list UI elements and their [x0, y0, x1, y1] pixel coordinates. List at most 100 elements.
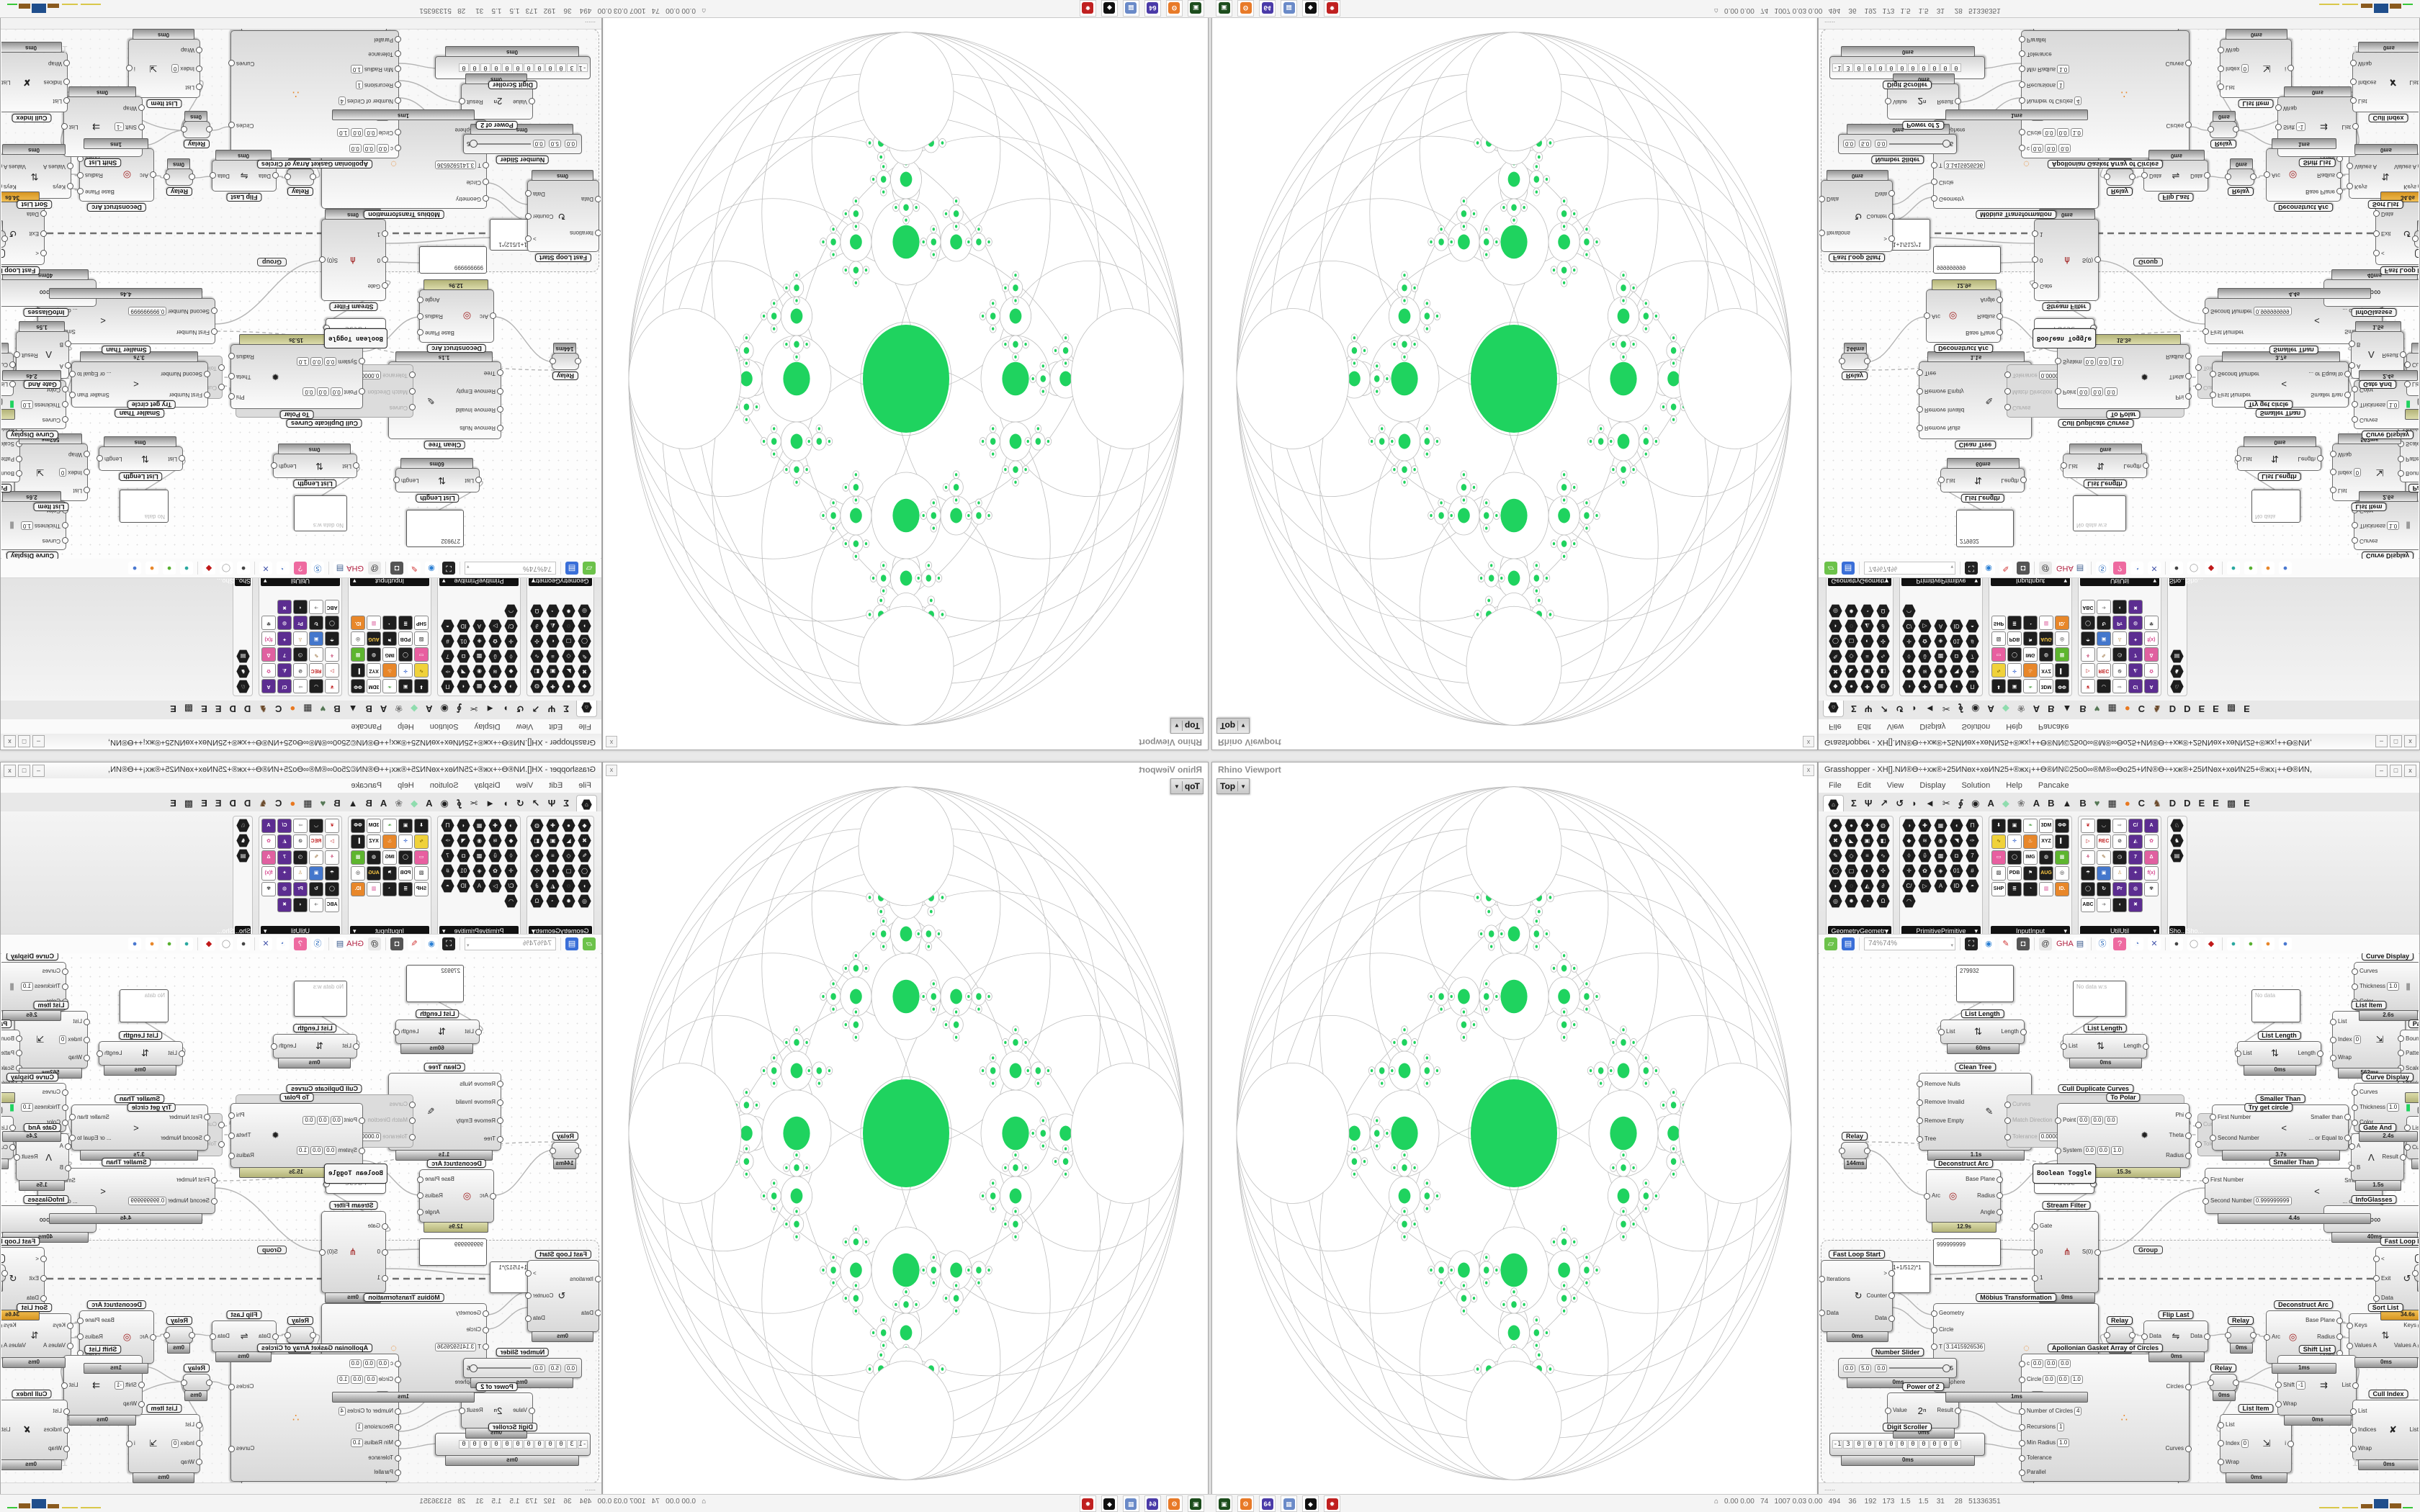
output-port[interactable]	[2185, 1445, 2192, 1452]
input-port-row[interactable]: 1	[368, 1274, 388, 1282]
value-chip[interactable]: 1	[355, 81, 363, 89]
gh-panel-node[interactable]: Panel2799320ms	[1956, 510, 2014, 547]
component-square-icon[interactable]: ▭	[1991, 647, 2006, 662]
output-port[interactable]	[2418, 1342, 2419, 1349]
value-chip[interactable]: 1.0	[2070, 128, 2083, 137]
input-port[interactable]	[2349, 341, 2355, 348]
category-tab[interactable]: ♞	[2153, 703, 2161, 714]
output-port[interactable]	[550, 1148, 556, 1154]
component-square-icon[interactable]: ❦	[2081, 679, 2095, 693]
output-port-row[interactable]: Base Plane	[2305, 1317, 2343, 1324]
component-hex-icon[interactable]: ◇	[1845, 849, 1858, 863]
input-port[interactable]	[67, 1322, 73, 1329]
component-square-icon[interactable]: ⇨	[2112, 819, 2127, 833]
input-port-row[interactable]: Value	[1885, 1407, 1907, 1414]
input-port[interactable]	[2350, 1408, 2357, 1415]
output-port-row[interactable]: Angle	[1981, 1209, 2003, 1216]
gh-panel-node[interactable]: Panel9999999990ms	[1933, 1238, 2001, 1266]
category-tab[interactable]: B	[2079, 703, 2087, 714]
category-tab[interactable]: ▦	[303, 703, 313, 714]
component-hex-icon[interactable]: ▤	[236, 849, 250, 863]
component-hex-icon[interactable]: 01	[1950, 634, 1963, 648]
output-port[interactable]	[2094, 1248, 2101, 1256]
gh-component-to-polar[interactable]: To Polar Point 0.0 0.0 0.0 System 0.0 0.0 1.0 ✹ Ph…	[2055, 334, 2192, 419]
component-hex-icon[interactable]: ◖	[457, 819, 470, 832]
component-square-icon[interactable]: ◍	[2039, 850, 2053, 865]
component-square-icon[interactable]: ◯	[325, 616, 339, 630]
input-port[interactable]	[2373, 1256, 2380, 1263]
boolean-toggle-node[interactable]: Boolean ToggleFalse	[323, 1164, 387, 1194]
menu-item-pancake[interactable]: Pancake	[351, 722, 382, 731]
menu-item-help[interactable]: Help	[398, 781, 414, 790]
input-port-row[interactable]: Recursions 1	[337, 1423, 401, 1431]
torus-icon[interactable]: ◯	[2187, 562, 2200, 575]
plug-icon[interactable]: ◘	[2017, 937, 2030, 950]
output-port-row[interactable]: Result	[1937, 1407, 1961, 1414]
component-square-icon[interactable]: ◖	[2112, 898, 2127, 912]
value-chip[interactable]: 3.1415926536	[434, 161, 477, 170]
grasshopper-window[interactable]: Grasshopper - XH[].NИ®Ө÷+xж®+25ИNөx+xөИN…	[0, 762, 602, 1495]
input-port-row[interactable]: 0	[368, 1248, 388, 1256]
menu-item-edit[interactable]: Edit	[1857, 781, 1871, 790]
menu-item-solution[interactable]: Solution	[1961, 722, 1991, 731]
gh-panel-node[interactable]: PanelNo data0ms	[2251, 989, 2300, 1022]
chart-doc-icon[interactable]: ▤	[333, 937, 346, 950]
input-port[interactable]	[2032, 1248, 2038, 1256]
component-hex-icon[interactable]: ◆	[504, 834, 518, 847]
component-hex-icon[interactable]: ◍	[1876, 680, 1890, 693]
input-port[interactable]	[2404, 381, 2411, 387]
input-port[interactable]	[2330, 1036, 2336, 1043]
gh-component-stream-filter[interactable]: Stream Filter Gate 0 1 ⋔ S(0) 0ms	[2032, 209, 2101, 311]
chevron-down-icon[interactable]: ▼	[1240, 783, 1247, 790]
component-square-icon[interactable]: Δ	[261, 850, 276, 865]
palette-group-label[interactable]: GeometryGeometry ▾	[1828, 926, 1891, 936]
scroller-digit[interactable]: -1	[578, 63, 588, 72]
input-port[interactable]	[2330, 487, 2336, 494]
component-square-icon[interactable]: ✾	[2144, 882, 2159, 896]
category-tab[interactable]: ❀	[2017, 703, 2025, 714]
input-port[interactable]	[2208, 126, 2214, 132]
plug-icon[interactable]: ◘	[2017, 562, 2030, 575]
input-port-row[interactable]: Point 0.0 0.0 0.0	[297, 387, 365, 396]
component-square-icon[interactable]: SHP	[1991, 616, 2006, 630]
category-tab[interactable]: ▲	[348, 703, 358, 714]
preview-eye-icon[interactable]: ◉	[425, 562, 438, 575]
input-port-row[interactable]: Exit	[27, 1275, 47, 1282]
input-port-row[interactable]: Index 0	[58, 1035, 90, 1044]
component-hex-icon[interactable]: ◉	[472, 834, 486, 847]
input-port-row[interactable]: Wrap	[2330, 451, 2361, 458]
input-port-row[interactable]: Indices	[2350, 1426, 2376, 1434]
balloon-green-icon[interactable]: ●	[163, 562, 176, 575]
component-hex-icon[interactable]: Π	[1966, 819, 1979, 832]
input-port[interactable]	[40, 230, 47, 237]
output-port-row[interactable]: Base Plane	[77, 1317, 115, 1324]
balloon-blue-icon[interactable]: ●	[128, 562, 141, 575]
input-port[interactable]	[575, 1148, 581, 1154]
category-tab[interactable]: B	[333, 798, 341, 809]
category-tab[interactable]: ◉	[440, 798, 449, 809]
component-square-icon[interactable]: f(x)	[261, 866, 276, 881]
input-port[interactable]	[2019, 66, 2025, 73]
input-port-row[interactable]: Arc	[140, 1333, 156, 1341]
component-square-icon[interactable]: ♨	[2023, 663, 2038, 678]
component-hex-icon[interactable]: ◇	[562, 649, 575, 663]
output-port-row[interactable]: Data	[1875, 1315, 1895, 1322]
component-square-icon[interactable]: ◯	[2081, 882, 2095, 896]
input-port[interactable]	[179, 1050, 185, 1057]
component-square-icon[interactable]: REC	[2097, 663, 2111, 678]
input-port-row[interactable]: System 0.0 0.0 1.0	[296, 1146, 365, 1155]
output-port-row[interactable]: Length	[97, 455, 122, 462]
component-square-icon[interactable]: ◡	[309, 819, 323, 833]
input-port-row[interactable]: Curves	[24, 537, 68, 544]
menu-item-pancake[interactable]: Pancake	[351, 781, 382, 790]
input-port-row[interactable]: Circle	[1931, 1326, 1985, 1333]
input-port[interactable]	[2373, 1275, 2380, 1282]
output-port-row[interactable]: >	[1883, 235, 1895, 242]
input-port-row[interactable]: Min Radius 1.0	[2019, 65, 2083, 73]
output-port[interactable]	[1996, 312, 2003, 320]
component-square-icon[interactable]: ◭	[277, 834, 292, 849]
input-port[interactable]	[2373, 1295, 2380, 1302]
output-port-row[interactable]: Angle	[417, 1209, 439, 1216]
component-hex-icon[interactable]: ✖	[1829, 834, 1842, 847]
component-square-icon[interactable]: ⇨	[293, 679, 308, 693]
